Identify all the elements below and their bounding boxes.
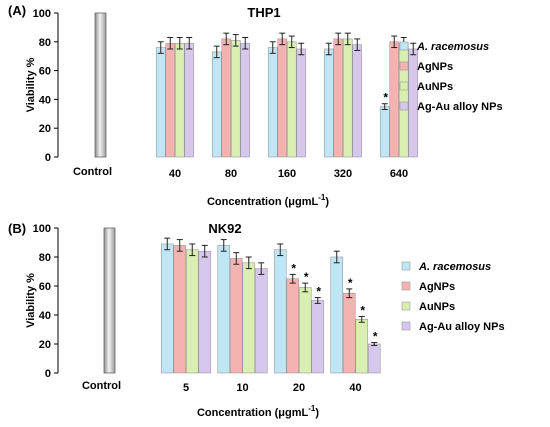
panel-b-significance-star: * [373,330,378,344]
panel-b-x-tick-label: 10 [236,382,248,394]
panel-a-bar [389,41,400,158]
panel-b-y-tick-label: 80 [39,252,51,264]
panel-a-bar [240,42,251,158]
panel-b-legend-swatch [401,261,411,271]
panel-b-legend-label: A. racemosus [418,261,491,273]
panel-a-legend-swatch [399,81,409,91]
panel-b-x-tick-label: 40 [349,382,361,394]
panel-a-control-bar [94,12,107,158]
panel-a-bar [221,38,232,158]
panel-b-bar [273,249,287,374]
panel-b-y-tick-label: 0 [45,368,51,380]
panel-b-bar [160,243,174,374]
panel-a-y-tick-label: 20 [39,123,51,135]
panel-b-label: (B) [8,221,26,236]
panel-b-bar [311,300,325,374]
panel-b-significance-star: * [360,303,365,317]
panel-a-legend-label: A. racemosus [416,41,489,53]
panel-a-significance-star: * [383,91,388,105]
panel-b-x-tick-label: 20 [293,382,305,394]
panel-b-x-tick-label: 5 [183,382,189,394]
panel-b-bar [217,245,231,374]
panel-a-y-tick-label: 0 [45,152,51,164]
panel-b-y-tick-label: 40 [39,310,51,322]
panel-b-bar [342,292,356,374]
panel-b-legend-swatch [401,321,411,331]
panel-a-bar [211,51,222,158]
panel-a-title: THP1 [247,5,280,20]
panel-b-bar [286,278,300,374]
panel-a-y-tick-label: 60 [39,66,51,78]
panel-a-x-tick-label: 80 [225,168,237,180]
panel-b-significance-star: * [348,276,353,290]
panel-b-significance-star: * [316,285,321,299]
panel-b-bar [254,268,268,374]
panel-a-bar [267,47,278,158]
panel-b-legend-label: Ag-Au alloy NPs [419,321,505,333]
panel-b-x-label: Concentration (μgmL-1) [197,404,319,419]
panel-a-y-tick-label: 40 [39,94,51,106]
panel-b-legend-label: AgNPs [419,281,455,293]
panel-b-control-label: Control [82,380,121,392]
panel-a-x-tick-label: 40 [169,168,181,180]
panel-a-bar [165,42,176,158]
panel-a-legend-swatch [399,101,409,111]
panel-b-bar [367,343,381,374]
panel-b-title: NK92 [208,221,241,236]
panel-b-bar [330,256,344,374]
panel-a-bar [286,41,297,158]
panel-b-bar [355,319,369,374]
panel-b-y-tick-label: 60 [39,281,51,293]
panel-a-bar [398,42,409,158]
panel-a-x-tick-label: 320 [334,168,352,180]
panel-b-bar [229,258,243,374]
panel-a-legend-swatch [399,61,409,71]
panel-a-legend-label: Ag-Au alloy NPs [417,101,503,113]
panel-b-bar [298,287,312,374]
panel-a-bar [333,38,344,158]
panel-b-significance-star: * [304,270,309,284]
panel-b-significance-star: * [291,261,296,275]
panel-a-x-tick-label: 640 [390,168,408,180]
panel-a-legend-swatch [399,41,409,51]
panel-b-bar [173,245,187,374]
panel-a-bar [174,42,185,158]
panel-a-bar [342,38,353,158]
panel-a-bar [277,38,288,158]
panel-b-y-tick-label: 20 [39,339,51,351]
panel-a-y-tick-label: 100 [33,8,51,20]
panel-a-label: (A) [8,3,26,18]
panel-a-bar [379,106,390,158]
panel-a-bar [155,47,166,158]
panel-b-y-label: Viability % [25,273,37,328]
panel-b-bar [185,249,199,374]
panel-a-y-tick-label: 80 [39,37,51,49]
panel-a-bar [352,44,363,158]
panel-a-bar [230,40,241,158]
panel-a-control-label: Control [73,166,112,178]
panel-a-bar [323,48,334,158]
panel-b-bar [242,262,256,374]
panel-b-legend-swatch [401,281,411,291]
panel-b-bar [198,250,212,374]
panel-b-legend-swatch [401,301,411,311]
panel-a-legend-label: AgNPs [417,61,453,73]
panel-a-legend-label: AuNPs [417,81,453,93]
panel-a-bar [184,42,195,158]
panel-b-control-bar [103,227,116,374]
panel-a-bar [296,48,307,158]
panel-b-y-tick-label: 100 [33,223,51,235]
panel-a-x-tick-label: 160 [278,168,296,180]
panel-b-legend-label: AuNPs [419,301,455,313]
panel-a-y-label: Viability % [25,57,37,112]
panel-a-x-label: Concentration (μgmL-1) [207,193,329,208]
